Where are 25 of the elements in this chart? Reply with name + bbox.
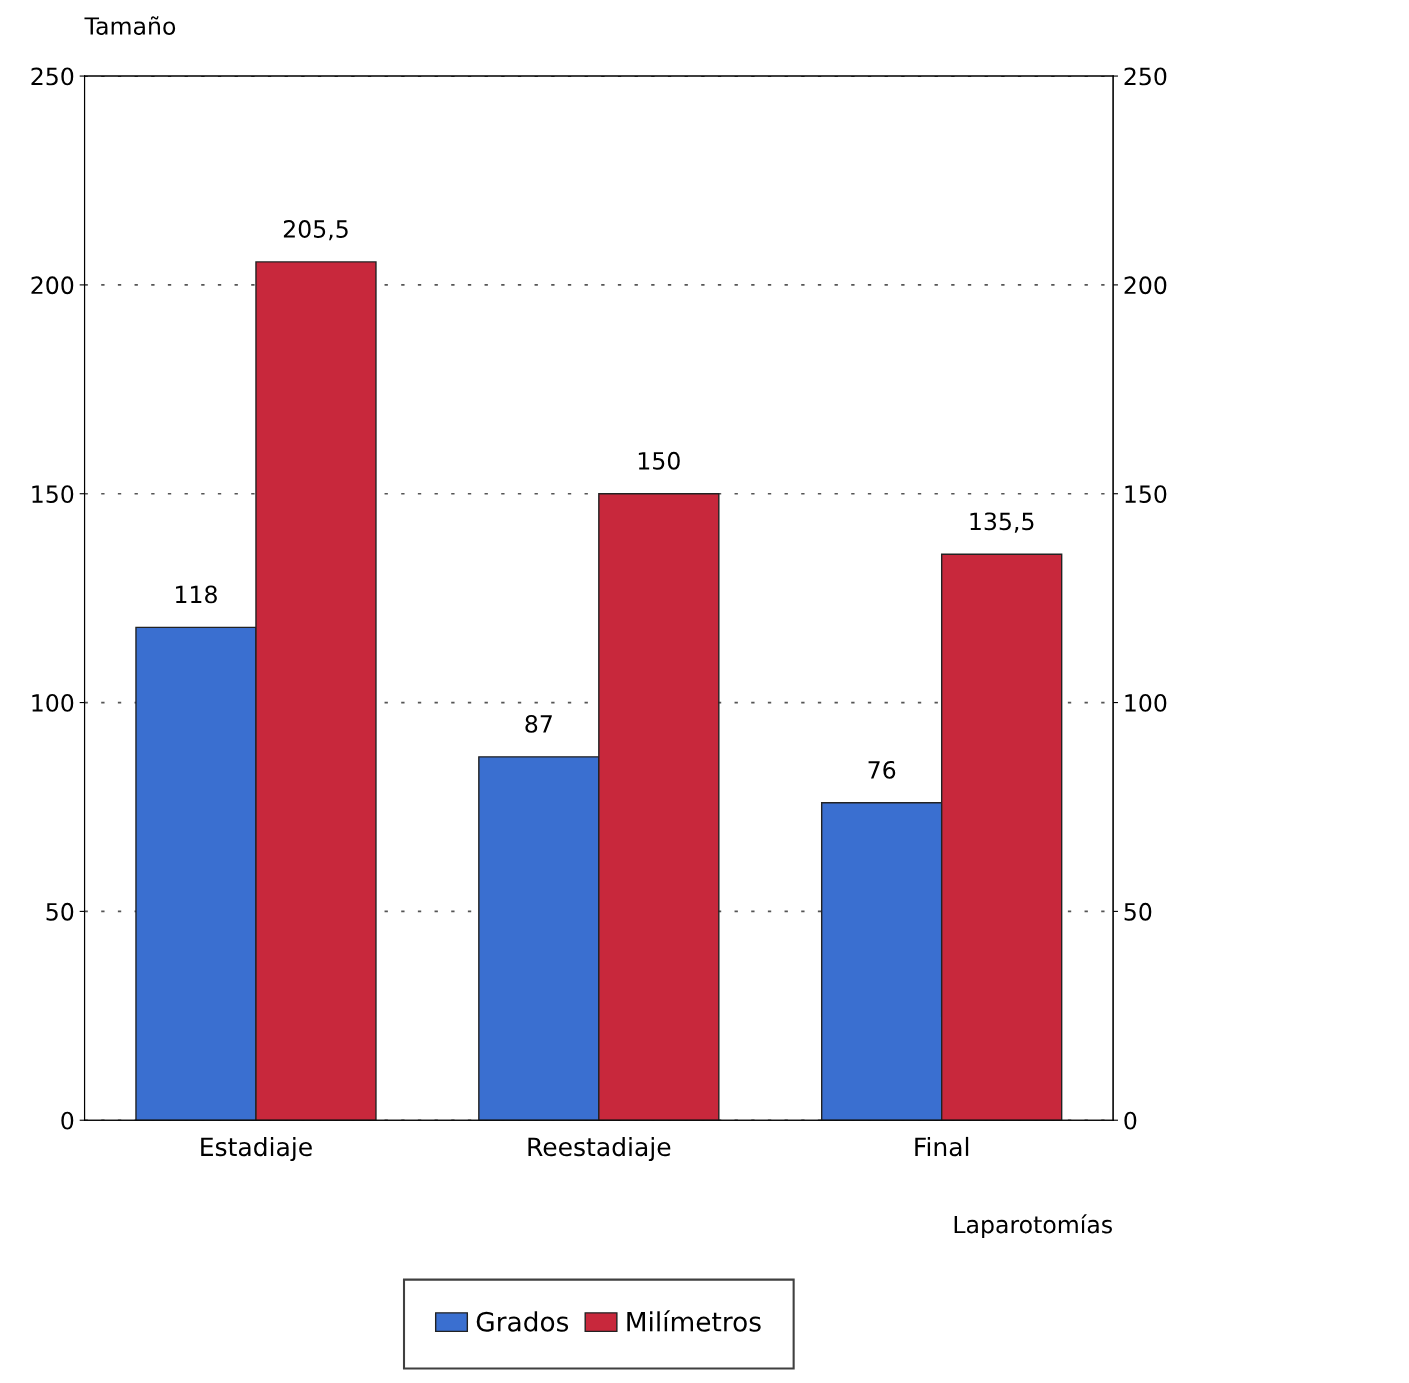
x-tick-label: Final <box>915 1136 969 1157</box>
y-tick-label: 0 <box>61 1111 74 1130</box>
y2-tick-label: 50 <box>1124 902 1152 921</box>
legend-label: Milímetros <box>627 1310 761 1332</box>
y-tick-label: 150 <box>32 485 74 504</box>
data-label: 135,5 <box>970 512 1034 533</box>
y-tick-label: 50 <box>46 902 74 921</box>
y-tick-label: 100 <box>32 694 74 712</box>
y-axis-title: Tamaño <box>84 16 176 35</box>
x-tick-label: Reestadiaje <box>528 1136 671 1162</box>
legend-label: Grados <box>476 1311 569 1332</box>
x-tick-label: Estadiaje <box>201 1136 312 1162</box>
data-label: 118 <box>176 585 217 604</box>
y2-tick-label: 100 <box>1125 694 1167 712</box>
y-tick-label: 250 <box>31 67 74 86</box>
x-axis-title: Laparotomías <box>954 1214 1112 1238</box>
y2-tick-label: 250 <box>1124 67 1167 86</box>
data-label: 205,5 <box>283 220 348 241</box>
y2-tick-label: 0 <box>1124 1111 1137 1130</box>
data-label: 150 <box>638 451 680 470</box>
y-tick-label: 200 <box>31 276 74 295</box>
y2-tick-label: 200 <box>1124 276 1167 295</box>
data-label: 76 <box>868 760 896 779</box>
data-label: 87 <box>525 714 552 733</box>
y2-tick-label: 150 <box>1125 485 1167 504</box>
